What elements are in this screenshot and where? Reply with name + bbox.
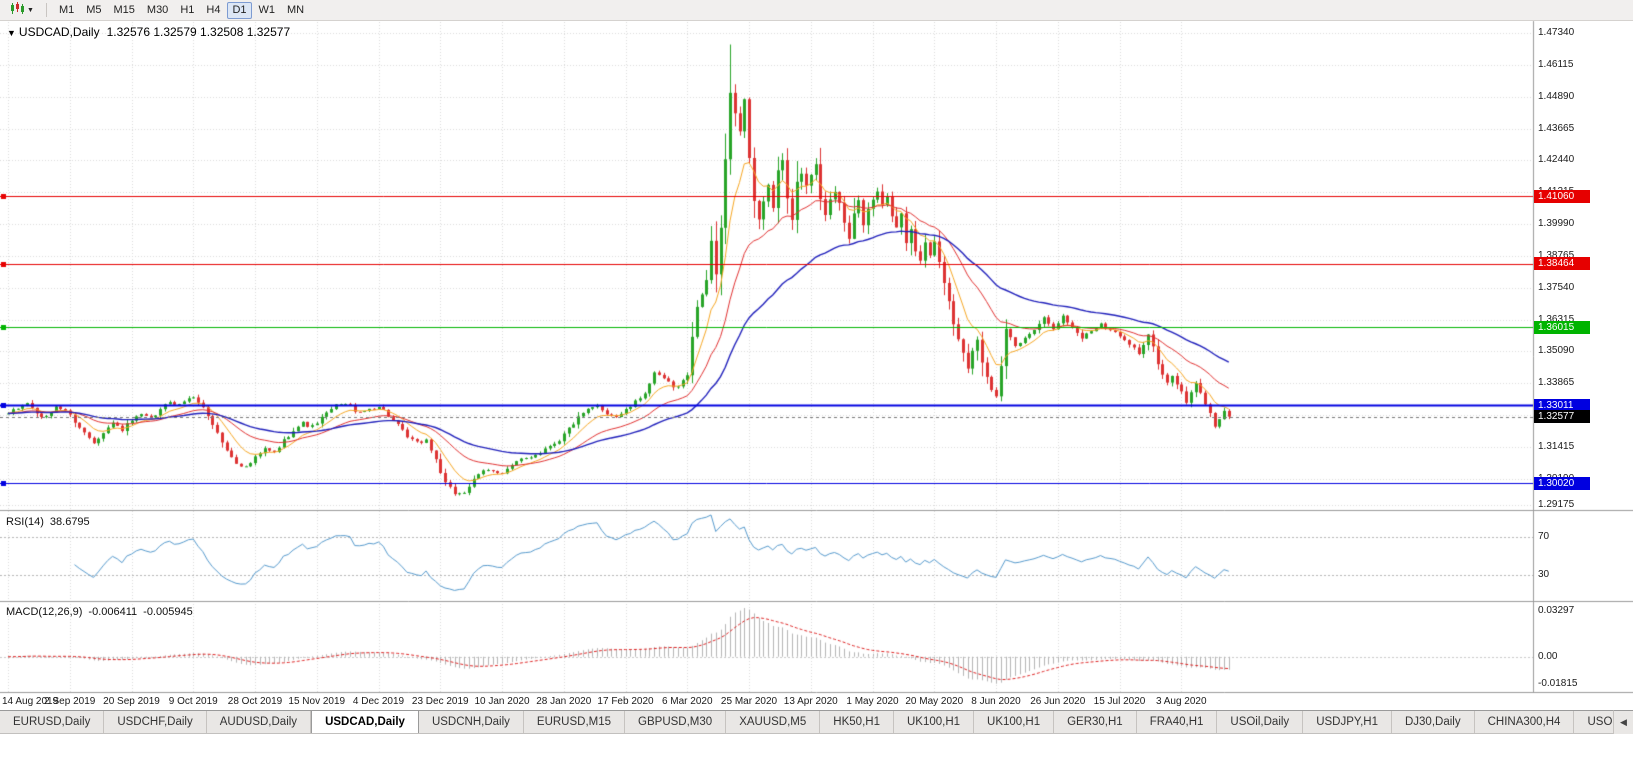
price-axis-label: 1.47340 — [1538, 27, 1575, 39]
macd-main-value: -0.006411 — [88, 606, 138, 618]
rsi-level-label: 70 — [1538, 530, 1550, 542]
price-axis-label: 1.35090 — [1538, 345, 1575, 357]
macd-axis-bottom-label: -0.01815 — [1538, 678, 1578, 689]
date-axis-label: 23 Dec 2019 — [411, 696, 469, 707]
date-axis-label: 17 Feb 2020 — [597, 696, 654, 707]
timeframe-buttons: M1 M5 M15 M30 H1 H4 D1 W1 MN — [53, 1, 310, 19]
chart-tab-uk100-h1[interactable]: UK100,H1 — [974, 711, 1055, 733]
date-axis-label: 15 Nov 2019 — [288, 696, 346, 707]
chart-tab-audusd-daily[interactable]: AUDUSD,Daily — [207, 711, 312, 733]
chart-tab-usdcad-daily[interactable]: USDCAD,Daily — [311, 711, 419, 733]
macd-axis-top-label: 0.03297 — [1538, 605, 1575, 616]
price-axis-label: 1.46115 — [1538, 58, 1574, 70]
chart-symbol: USDCAD,Daily — [18, 25, 100, 39]
rsi-label: RSI(14) — [6, 516, 44, 528]
macd-signal-value: -0.005945 — [143, 606, 193, 618]
chart-tab-china300-h4[interactable]: CHINA300,H4 — [1475, 711, 1575, 733]
date-axis-label: 28 Oct 2019 — [227, 696, 283, 707]
price-axis-label: 1.38765 — [1538, 249, 1575, 261]
toolbar-separator — [45, 3, 47, 17]
price-line-badge: 1.38464 — [1534, 257, 1590, 271]
date-axis-label: 25 Mar 2020 — [720, 696, 778, 707]
timeframe-button-m5[interactable]: M5 — [86, 4, 102, 16]
date-axis-label: 6 Mar 2020 — [661, 696, 713, 707]
tab-scroll-left-icon[interactable]: ◀ — [1613, 710, 1633, 734]
timeframe-button-h4[interactable]: H4 — [206, 4, 221, 16]
price-axis-label: 1.37540 — [1538, 281, 1575, 293]
price-line-badge: 1.36015 — [1534, 320, 1590, 334]
timeframe-button-d1[interactable]: D1 — [227, 1, 252, 19]
chart-tab-ger30-h1[interactable]: GER30,H1 — [1054, 711, 1137, 733]
current-price-badge: 1.32577 — [1534, 410, 1590, 424]
timeframe-button-w1[interactable]: W1 — [258, 4, 276, 16]
price-line-badge: 1.41060 — [1534, 189, 1590, 203]
rsi-pane-label: RSI(14) 38.6795 — [6, 516, 96, 528]
price-line-badge: 1.30020 — [1534, 476, 1590, 490]
price-axis-label: 1.31415 — [1538, 440, 1575, 452]
timeframe-button-m30[interactable]: M30 — [146, 4, 169, 16]
chart-tab-fra40-h1[interactable]: FRA40,H1 — [1137, 711, 1218, 733]
chart-tab-usdjpy-h1[interactable]: USDJPY,H1 — [1303, 711, 1392, 733]
price-axis-label: 1.36315 — [1538, 313, 1575, 325]
date-axis-label: 9 Oct 2019 — [168, 696, 218, 707]
date-axis-label: 8 Jun 2020 — [971, 696, 1021, 707]
price-axis-label: 1.39990 — [1538, 218, 1575, 230]
date-axis-label: 10 Jan 2020 — [474, 696, 530, 707]
chart-tab-usoil-daily[interactable]: USOil,Daily — [1217, 711, 1304, 733]
chart-type-button[interactable]: ▼ — [5, 2, 39, 19]
chart-tab-usdcnh-daily[interactable]: USDCNH,Daily — [419, 711, 524, 733]
price-axis-label: 1.44890 — [1538, 90, 1575, 102]
price-axis-label: 1.43665 — [1538, 122, 1575, 134]
price-line-badge: 1.33011 — [1534, 398, 1590, 412]
date-axis-label: 20 May 2020 — [905, 696, 964, 707]
chart-tab-xauusd-m5[interactable]: XAUUSD,M5 — [726, 711, 821, 733]
macd-label: MACD(12,26,9) — [6, 606, 83, 618]
timeframe-button-m1[interactable]: M1 — [58, 4, 75, 16]
date-axis-label: 2 Sep 2019 — [44, 696, 96, 707]
chart-tab-gbpusd-m30[interactable]: GBPUSD,M30 — [625, 711, 727, 733]
rsi-value: 38.6795 — [49, 516, 90, 528]
chart-tab-uk100-h1[interactable]: UK100,H1 — [894, 711, 975, 733]
date-axis-label: 15 Jul 2020 — [1093, 696, 1146, 707]
date-axis-label: 26 Jun 2020 — [1030, 696, 1086, 707]
triangle-down-icon: ▼ — [7, 28, 16, 38]
macd-axis-zero-label: 0.00 — [1538, 650, 1558, 662]
price-axis-label: 1.29175 — [1538, 499, 1575, 510]
rsi-level-label: 30 — [1538, 569, 1550, 581]
macd-pane-label: MACD(12,26,9) -0.006411 -0.005945 — [6, 606, 199, 618]
chart-canvas[interactable] — [0, 0, 1633, 711]
timeframe-button-mn[interactable]: MN — [287, 4, 305, 16]
date-axis-label: 14 Aug 2019 — [2, 696, 59, 707]
date-axis-label: 4 Dec 2019 — [352, 696, 405, 707]
price-axis-label: 1.42440 — [1538, 154, 1575, 166]
chart-ohlc-values: 1.32576 1.32579 1.32508 1.32577 — [106, 25, 291, 39]
chart-title: ▼ USDCAD,Daily 1.32576 1.32579 1.32508 1.3… — [7, 25, 290, 39]
price-axis-label: 1.33865 — [1538, 377, 1575, 389]
date-axis-label: 13 Apr 2020 — [783, 696, 838, 707]
date-axis-label: 3 Aug 2020 — [1155, 696, 1207, 707]
date-axis-label: 1 May 2020 — [846, 696, 899, 707]
timeframe-button-m15[interactable]: M15 — [113, 4, 135, 16]
candlestick-chart-icon — [10, 2, 24, 18]
chevron-down-icon: ▼ — [27, 6, 34, 14]
timeframe-toolbar: ▼ M1 M5 M15 M30 H1 H4 D1 W1 MN — [0, 0, 1633, 21]
date-axis-label: 28 Jan 2020 — [536, 696, 592, 707]
chart-tab-eurusd-daily[interactable]: EURUSD,Daily — [0, 711, 105, 733]
date-axis-label: 20 Sep 2019 — [103, 696, 160, 707]
chart-tab-dj30-daily[interactable]: DJ30,Daily — [1392, 711, 1475, 733]
chart-tab-eurusd-m15[interactable]: EURUSD,M15 — [524, 711, 626, 733]
chart-tab-usdchf-daily[interactable]: USDCHF,Daily — [104, 711, 207, 733]
chart-tab-bar: EURUSD,Daily USDCHF,Daily AUDUSD,Daily USDC… — [0, 710, 1633, 734]
chart-tab-hk50-h1[interactable]: HK50,H1 — [820, 711, 894, 733]
timeframe-button-h1[interactable]: H1 — [180, 4, 195, 16]
